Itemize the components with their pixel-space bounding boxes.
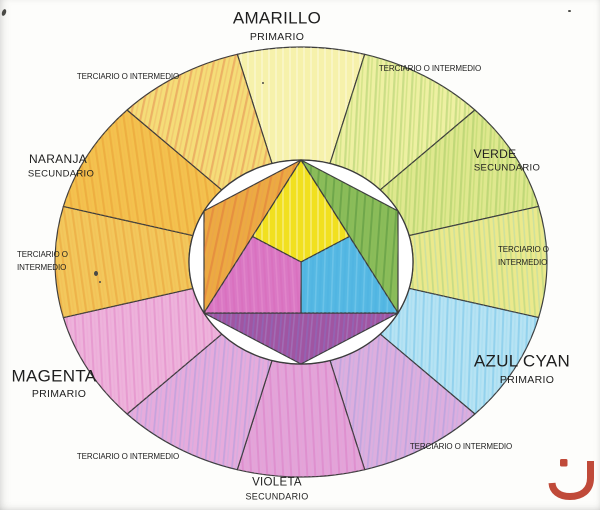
label-tertiary-left-line2: INTERMEDIO (17, 263, 67, 272)
label-verde: VERDE (473, 147, 517, 161)
scan-speck (568, 10, 571, 12)
label-azul-cyan-type: PRIMARIO (499, 373, 555, 386)
label-amarillo-type: PRIMARIO (249, 30, 305, 43)
label-naranja: NARANJA (28, 152, 88, 166)
watermark-glyph (548, 459, 594, 501)
wheel-segments (54, 46, 548, 478)
label-magenta-type: PRIMARIO (31, 387, 87, 400)
label-tertiary-top-left: TERCIARIO O INTERMEDIO (76, 72, 180, 81)
label-tertiary-bottom-left: TERCIARIO O INTERMEDIO (76, 452, 180, 461)
label-azul-cyan: AZUL CYAN (473, 351, 571, 371)
label-tertiary-right-line1: TERCIARIO O (498, 245, 549, 254)
label-amarillo: AMARILLO (232, 8, 322, 28)
label-violeta: VIOLETA (252, 476, 302, 489)
label-tertiary-left: TERCIARIO O INTERMEDIO (17, 248, 68, 274)
scan-speck (99, 281, 101, 283)
label-tertiary-left-line1: TERCIARIO O (17, 250, 68, 259)
label-tertiary-top-right: TERCIARIO O INTERMEDIO (378, 64, 482, 73)
scan-speck (94, 271, 98, 276)
label-magenta: MAGENTA (11, 366, 97, 386)
scan-speck (262, 82, 264, 84)
label-naranja-type: SECUNDARIO (27, 168, 95, 180)
label-tertiary-right: TERCIARIO O INTERMEDIO (498, 243, 549, 269)
label-verde-type: SECUNDARIO (473, 162, 541, 174)
label-tertiary-right-line2: INTERMEDIO (498, 258, 548, 267)
label-violeta-type: SECUNDARIO (245, 491, 309, 502)
label-tertiary-bottom-right: TERCIARIO O INTERMEDIO (409, 442, 513, 451)
